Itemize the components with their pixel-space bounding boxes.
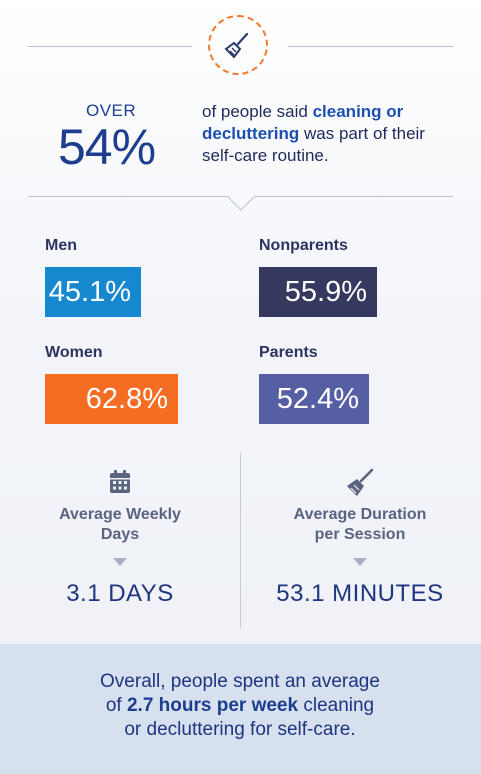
weekly-value: 3.1 DAYS [66, 580, 174, 607]
demo-value-parents: 52.4% [259, 374, 369, 424]
duration-caret [353, 558, 367, 566]
footer-line1: Overall, people spent an average [100, 671, 380, 692]
footer-text: Overall, people spent an average of 2.7 … [40, 670, 440, 742]
footer-line2-after: cleaning [298, 695, 375, 716]
demo-label-parents: Parents [259, 344, 318, 361]
demo-value-nonparents: 55.9% [259, 267, 377, 317]
footer-line2: of 2.7 hours per week cleaning [40, 694, 440, 718]
demo-label-women: Women [45, 344, 103, 361]
divider-caret [226, 196, 256, 211]
footer-line2-before: of [105, 695, 127, 716]
stat-over-label: OVER [86, 101, 137, 120]
section-rule-left [28, 196, 227, 197]
header-rule-right [288, 46, 453, 47]
weekly-title: Average Weekly Days [20, 505, 220, 545]
footer-line3: or decluttering for self-care. [124, 719, 356, 740]
header-rule-left [28, 46, 192, 47]
broom-icon [347, 468, 374, 496]
stat-text-after: was part of their self-care routine. [202, 124, 425, 165]
demo-label-nonparents: Nonparents [259, 237, 348, 254]
footer-band [0, 644, 481, 774]
stat-description: of people said cleaning or decluttering … [202, 101, 442, 167]
duration-title-line2: per Session [314, 526, 406, 543]
weekly-title-line2: Days [100, 526, 140, 543]
stat-text-before: of people said [202, 102, 313, 121]
broom-badge [208, 15, 268, 75]
stat-percent: 54% [58, 119, 156, 175]
section-rule-right [255, 196, 453, 197]
duration-title-line1: Average Duration [293, 506, 427, 523]
column-divider [240, 453, 241, 628]
duration-value: 53.1 MINUTES [276, 580, 444, 607]
weekly-title-line1: Average Weekly [59, 506, 181, 523]
broom-icon [224, 32, 249, 59]
duration-title: Average Duration per Session [260, 505, 460, 545]
demo-label-men: Men [45, 237, 77, 254]
footer-line2-bold: 2.7 hours per week [126, 695, 299, 716]
weekly-caret [113, 558, 127, 566]
stat-text-bold: cleaning or decluttering [202, 102, 404, 143]
demo-value-men: 45.1% [45, 267, 141, 317]
demo-value-women: 62.8% [45, 374, 178, 424]
calendar-icon [110, 470, 130, 493]
